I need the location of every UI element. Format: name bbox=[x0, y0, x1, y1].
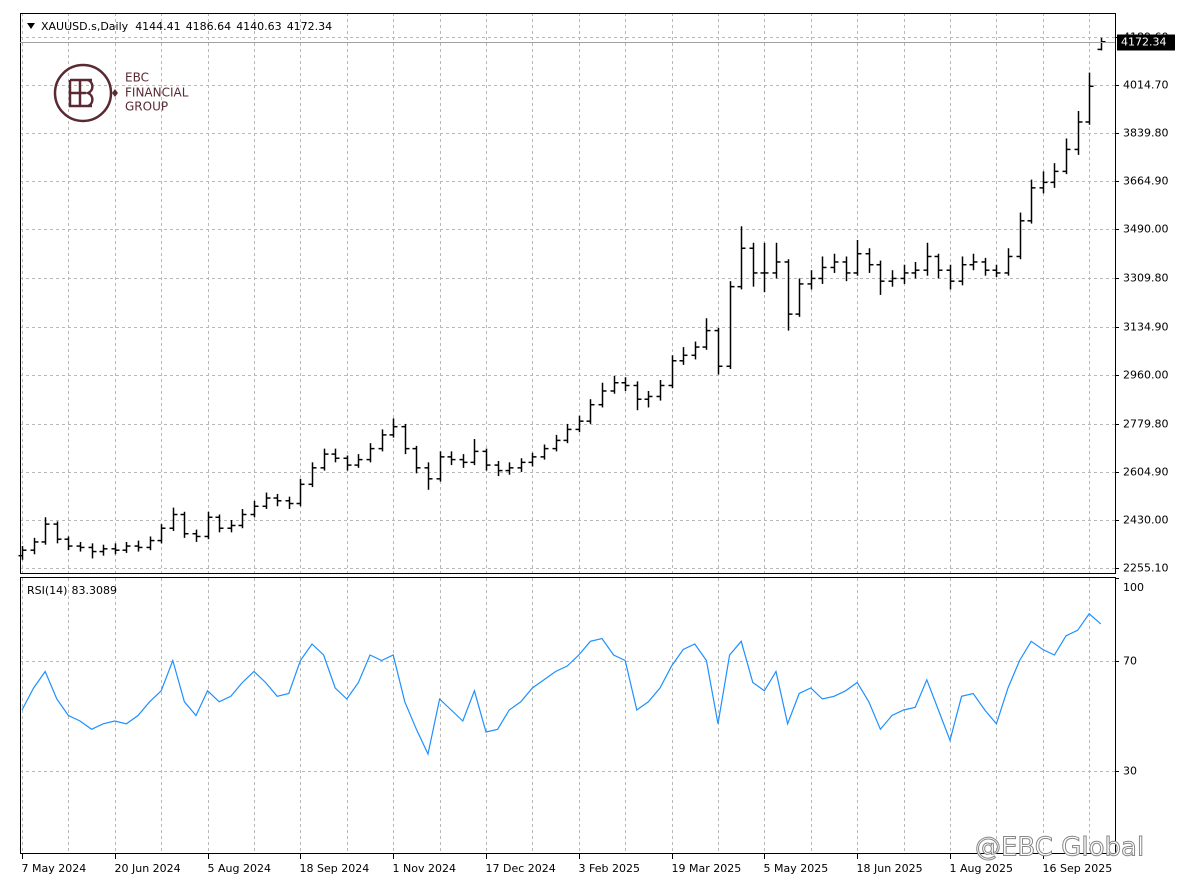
y-tick-label: 3490.00 bbox=[1123, 223, 1169, 236]
logo-text: GROUP bbox=[125, 100, 168, 114]
last-price-label: 4172.34 bbox=[1121, 36, 1167, 49]
chart-title: XAUUSD.s,Daily bbox=[41, 20, 129, 33]
close-value: 4172.34 bbox=[287, 20, 333, 33]
x-tick-label: 5 May 2025 bbox=[764, 862, 829, 875]
x-tick-label: 3 Feb 2025 bbox=[579, 862, 640, 875]
x-tick-label: 7 May 2024 bbox=[22, 862, 87, 875]
rsi-name: RSI(14) bbox=[27, 584, 67, 597]
y-tick-label: 70 bbox=[1123, 655, 1137, 668]
y-tick-label: 4014.70 bbox=[1123, 79, 1169, 92]
logo-mark bbox=[68, 78, 94, 108]
rsi-panel bbox=[20, 577, 1116, 854]
y-tick-label: 2779.80 bbox=[1123, 418, 1169, 431]
low-value: 4140.63 bbox=[236, 20, 282, 33]
y-tick-label: 2604.90 bbox=[1123, 466, 1169, 479]
y-tick-label: 2430.00 bbox=[1123, 514, 1169, 527]
price-panel bbox=[20, 13, 1116, 574]
watermark: @EBC Global bbox=[975, 833, 1144, 863]
symbol-menu-arrow[interactable] bbox=[27, 23, 35, 29]
x-tick-label: 17 Dec 2024 bbox=[486, 862, 556, 875]
x-tick-label: 1 Nov 2024 bbox=[393, 862, 456, 875]
logo: EBC FINANCIAL GROUP bbox=[53, 63, 189, 123]
y-tick-label: 100 bbox=[1123, 581, 1144, 594]
rsi-header: RSI(14) 83.3089 bbox=[27, 584, 117, 597]
open-value: 4144.41 bbox=[135, 20, 181, 33]
x-tick-label: 1 Aug 2025 bbox=[950, 862, 1013, 875]
x-tick-label: 18 Jun 2025 bbox=[857, 862, 923, 875]
x-tick-label: 20 Jun 2024 bbox=[115, 862, 181, 875]
high-value: 4186.64 bbox=[186, 20, 232, 33]
marks-layer: 7 May 2024 20 Jun 2024 5 Aug 2024 18 Sep 20… bbox=[18, 31, 1175, 875]
x-tick-label: 19 Mar 2025 bbox=[672, 862, 742, 875]
x-tick-label: 16 Sep 2025 bbox=[1043, 862, 1113, 875]
y-tick-label: 2960.00 bbox=[1123, 369, 1169, 382]
y-tick-label: 3664.90 bbox=[1123, 175, 1169, 188]
y-tick-label: 2255.10 bbox=[1123, 562, 1169, 575]
chart-header: XAUUSD.s,Daily 4144.41 4186.64 4140.63 4172.… bbox=[41, 20, 332, 33]
y-tick-label: 3134.90 bbox=[1123, 321, 1169, 334]
x-tick-label: 5 Aug 2024 bbox=[208, 862, 271, 875]
rsi-line bbox=[21, 612, 1102, 756]
grid-layer bbox=[20, 13, 1115, 853]
rsi-value: 83.3089 bbox=[71, 584, 117, 597]
logo-diamond bbox=[112, 89, 118, 97]
logo-text: EBC bbox=[125, 71, 149, 85]
x-tick-label: 18 Sep 2024 bbox=[300, 862, 370, 875]
y-tick-label: 3839.80 bbox=[1123, 127, 1169, 140]
y-tick-label: 30 bbox=[1123, 765, 1137, 778]
logo-text: FINANCIAL bbox=[125, 86, 189, 100]
logo-ring bbox=[53, 63, 113, 123]
y-tick-label: 3309.80 bbox=[1123, 272, 1169, 285]
last-price-box bbox=[1117, 34, 1175, 51]
